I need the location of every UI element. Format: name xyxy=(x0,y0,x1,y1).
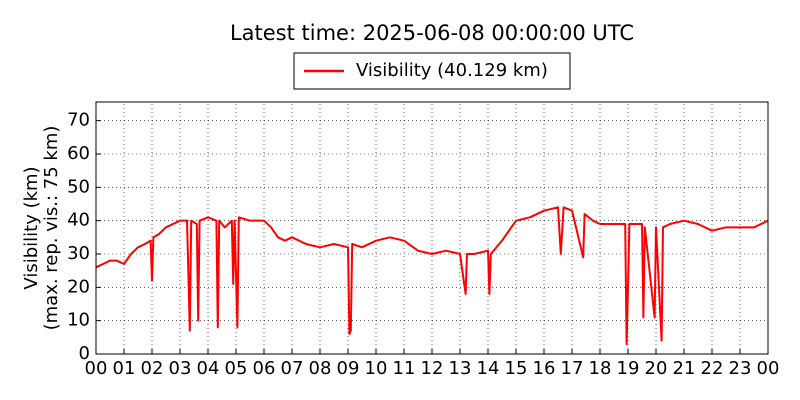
y-axis-label: Visibility (km) xyxy=(21,166,42,289)
x-tick-label: 04 xyxy=(197,358,220,379)
x-tick-label: 23 xyxy=(729,358,752,379)
x-tick-label: 10 xyxy=(365,358,388,379)
x-tick-label: 06 xyxy=(253,358,276,379)
x-tick-label: 08 xyxy=(309,358,332,379)
x-tick-label: 15 xyxy=(505,358,528,379)
x-tick-label: 00 xyxy=(85,358,108,379)
x-tick-label: 09 xyxy=(337,358,360,379)
x-tick-label: 05 xyxy=(225,358,248,379)
x-tick-label: 18 xyxy=(589,358,612,379)
x-tick-label: 21 xyxy=(673,358,696,379)
y-tick-label: 20 xyxy=(67,276,90,297)
x-tick-label: 01 xyxy=(113,358,136,379)
x-tick-label: 13 xyxy=(449,358,472,379)
x-tick-label: 03 xyxy=(169,358,192,379)
x-tick-label: 12 xyxy=(421,358,444,379)
y-tick-label: 70 xyxy=(67,110,90,131)
y-tick-label: 30 xyxy=(67,243,90,264)
x-tick-label: 22 xyxy=(701,358,724,379)
x-tick-label: 17 xyxy=(561,358,584,379)
chart-title: Latest time: 2025-06-08 00:00:00 UTC xyxy=(230,21,634,45)
x-tick-label: 19 xyxy=(617,358,640,379)
legend-label: Visibility (40.129 km) xyxy=(356,60,548,81)
x-tick-label: 14 xyxy=(477,358,500,379)
y-axis-label: (max. rep. vis.: 75 km) xyxy=(41,126,62,331)
x-tick-label: 00 xyxy=(757,358,780,379)
x-tick-label: 02 xyxy=(141,358,164,379)
data-line xyxy=(95,206,769,345)
y-tick-label: 50 xyxy=(67,176,90,197)
x-tick-label: 07 xyxy=(281,358,304,379)
y-tick-label: 10 xyxy=(67,310,90,331)
plot-frame xyxy=(95,101,769,355)
x-tick-label: 11 xyxy=(393,358,416,379)
y-tick-label: 60 xyxy=(67,143,90,164)
y-tick-label: 0 xyxy=(79,343,90,364)
y-tick-label: 40 xyxy=(67,210,90,231)
x-tick-label: 20 xyxy=(645,358,668,379)
x-tick-label: 16 xyxy=(533,358,556,379)
